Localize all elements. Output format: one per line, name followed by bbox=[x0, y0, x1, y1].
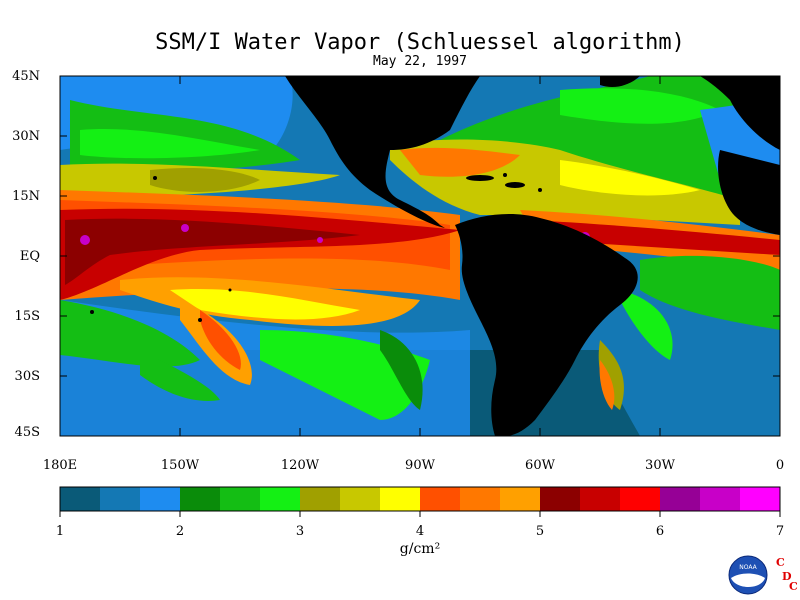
lon-label-0: 0 bbox=[775, 458, 785, 473]
colorbar-swatch bbox=[180, 487, 221, 511]
lat-label-30n: 30N bbox=[12, 129, 40, 144]
colorbar-tick-label: 7 bbox=[775, 524, 785, 539]
lon-label-120w: 120W bbox=[280, 458, 320, 473]
lon-label-90w: 90W bbox=[405, 458, 435, 473]
colorbar-swatch bbox=[340, 487, 381, 511]
map-subtitle: May 22, 1997 bbox=[373, 54, 467, 69]
colorbar-swatch bbox=[60, 487, 101, 511]
lat-label-45n: 45N bbox=[12, 69, 40, 84]
colorbar-swatch bbox=[580, 487, 621, 511]
map-field bbox=[60, 76, 780, 436]
lon-ticks bbox=[179, 76, 661, 436]
colorbar-swatch bbox=[700, 487, 741, 511]
lat-label-15n: 15N bbox=[12, 189, 40, 204]
colorbar bbox=[59, 486, 781, 517]
colorbar-tick-label: 6 bbox=[655, 524, 665, 539]
colorbar-swatch bbox=[260, 487, 301, 511]
map-title: SSM/I Water Vapor (Schluessel algorithm) bbox=[155, 30, 685, 55]
colorbar-unit: g/cm² bbox=[399, 541, 441, 557]
colorbar-swatch bbox=[500, 487, 541, 511]
lon-label-60w: 60W bbox=[525, 458, 555, 473]
lon-label-150w: 150W bbox=[160, 458, 200, 473]
lat-label-15s: 15S bbox=[14, 309, 40, 324]
noaa-cdc-logo: NOAA C D C bbox=[728, 555, 798, 595]
lat-ticks bbox=[60, 75, 780, 377]
colorbar-swatch bbox=[620, 487, 661, 511]
colorbar-swatch bbox=[540, 487, 581, 511]
lat-label-45s: 45S bbox=[14, 425, 40, 440]
colorbar-swatch bbox=[140, 487, 181, 511]
colorbar-swatch bbox=[100, 487, 141, 511]
logo-letter-d: D bbox=[782, 570, 792, 583]
colorbar-swatch bbox=[300, 487, 341, 511]
lon-label-180e: 180E bbox=[42, 458, 78, 473]
colorbar-tick-label: 2 bbox=[175, 524, 185, 539]
logo-letter-c1: C bbox=[776, 556, 785, 569]
lat-label-30s: 30S bbox=[14, 369, 40, 384]
colorbar-tick-label: 1 bbox=[55, 524, 65, 539]
colorbar-tick-label: 5 bbox=[535, 524, 545, 539]
colorbar-tick-label: 3 bbox=[295, 524, 305, 539]
colorbar-swatch bbox=[420, 487, 461, 511]
lat-label-eq: EQ bbox=[19, 249, 40, 264]
noaa-badge-text: NOAA bbox=[739, 564, 757, 571]
colorbar-swatch bbox=[460, 487, 501, 511]
colorbar-swatch bbox=[220, 487, 261, 511]
colorbar-swatch bbox=[740, 487, 781, 511]
logo-letter-c2: C bbox=[789, 580, 798, 593]
colorbar-swatch bbox=[380, 487, 421, 511]
colorbar-swatch bbox=[660, 487, 701, 511]
lon-label-30w: 30W bbox=[645, 458, 675, 473]
colorbar-tick-label: 4 bbox=[415, 524, 425, 539]
